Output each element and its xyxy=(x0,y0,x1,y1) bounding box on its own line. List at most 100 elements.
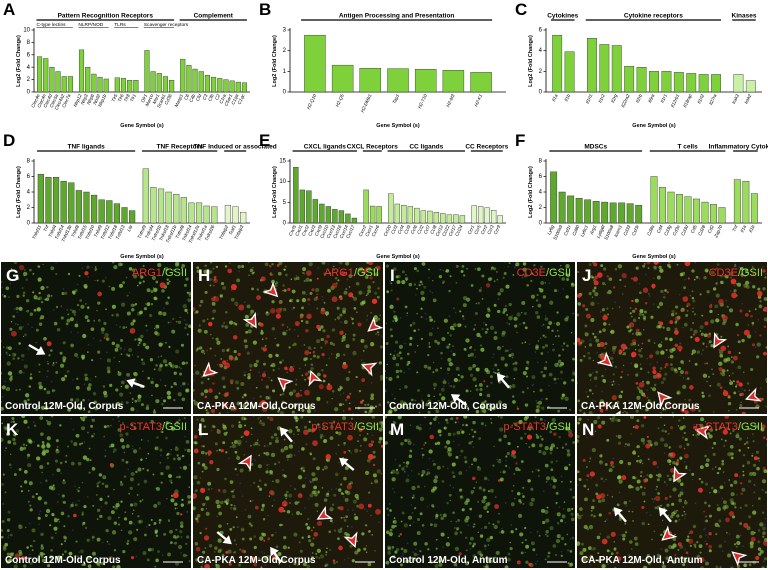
green-stain xyxy=(602,400,605,403)
green-stain xyxy=(730,566,734,568)
blue-stain xyxy=(117,500,120,503)
blue-stain xyxy=(236,388,239,391)
green-stain xyxy=(111,314,114,317)
blue-stain xyxy=(335,487,338,490)
blue-stain xyxy=(155,298,158,301)
green-stain xyxy=(305,357,309,361)
green-stain xyxy=(272,480,274,483)
green-stain xyxy=(142,280,145,283)
green-stain xyxy=(165,436,168,440)
green-stain xyxy=(750,368,754,372)
green-stain xyxy=(405,478,410,483)
blue-stain xyxy=(297,502,299,504)
green-stain xyxy=(611,465,615,469)
green-stain xyxy=(450,385,453,388)
blue-stain xyxy=(739,534,742,537)
green-stain xyxy=(298,367,301,370)
green-stain xyxy=(385,441,388,445)
red-stain xyxy=(497,479,501,482)
blue-stain xyxy=(104,276,107,279)
green-stain xyxy=(185,542,188,546)
green-stain xyxy=(464,536,468,540)
green-stain xyxy=(721,372,726,377)
green-stain xyxy=(168,520,170,523)
red-stain xyxy=(358,427,363,432)
bar xyxy=(37,173,44,224)
x-tick-label: Cd36 xyxy=(164,93,173,105)
blue-stain xyxy=(322,298,324,301)
green-stain xyxy=(492,464,495,467)
green-stain xyxy=(716,263,720,266)
green-stain xyxy=(394,317,399,321)
green-stain xyxy=(607,563,609,565)
green-stain xyxy=(439,434,442,437)
green-stain xyxy=(757,547,762,551)
green-stain xyxy=(438,559,442,563)
green-stain xyxy=(753,491,756,494)
green-stain xyxy=(156,486,160,491)
green-stain xyxy=(155,558,159,563)
green-stain xyxy=(147,548,152,552)
bar xyxy=(325,206,332,224)
green-stain xyxy=(55,361,58,364)
green-stain xyxy=(594,430,597,433)
green-stain xyxy=(107,495,110,498)
marker-label: p-STAT3 xyxy=(312,421,354,433)
green-stain xyxy=(762,266,764,268)
green-stain xyxy=(140,439,143,441)
green-stain xyxy=(703,501,707,505)
red-stain xyxy=(687,538,694,544)
green-stain xyxy=(647,339,651,343)
green-stain xyxy=(345,272,348,275)
green-stain xyxy=(268,464,270,466)
green-stain xyxy=(31,549,34,552)
x-tick-label: Il18rap xyxy=(682,93,693,108)
green-stain xyxy=(682,506,685,508)
green-stain xyxy=(600,264,604,268)
green-stain xyxy=(630,558,633,561)
bar xyxy=(304,34,326,93)
green-stain xyxy=(555,539,561,544)
green-stain xyxy=(188,291,191,295)
green-stain xyxy=(240,381,245,387)
green-stain xyxy=(247,375,251,380)
x-tick-label: Arg1 xyxy=(588,224,597,236)
green-stain xyxy=(38,296,43,301)
green-stain xyxy=(280,411,284,414)
green-stain xyxy=(585,307,589,311)
x-tick-label: Scarb1 xyxy=(156,93,167,109)
blue-stain xyxy=(76,321,78,323)
y-tick-label: 4 xyxy=(27,190,31,196)
bar xyxy=(369,205,376,224)
green-stain xyxy=(416,371,419,374)
blue-stain xyxy=(212,412,215,414)
green-stain xyxy=(186,333,189,336)
green-stain xyxy=(440,516,445,521)
green-stain xyxy=(413,329,416,332)
green-stain xyxy=(622,411,624,414)
green-stain xyxy=(493,371,495,373)
green-stain xyxy=(514,324,518,328)
green-stain xyxy=(251,433,253,435)
green-stain xyxy=(544,509,549,515)
green-stain xyxy=(185,554,188,557)
green-stain xyxy=(6,518,11,522)
blue-stain xyxy=(54,389,56,392)
green-stain xyxy=(521,311,523,314)
green-stain xyxy=(275,479,280,484)
green-stain xyxy=(91,467,96,471)
green-stain xyxy=(601,498,606,503)
green-stain xyxy=(564,466,569,471)
blue-stain xyxy=(467,524,469,527)
green-stain xyxy=(672,537,677,542)
green-stain xyxy=(256,288,259,291)
y-tick-label: 4 xyxy=(539,48,543,54)
green-stain xyxy=(311,490,316,495)
green-stain xyxy=(293,403,298,408)
blue-stain xyxy=(421,456,424,459)
green-stain xyxy=(730,456,734,460)
red-stain xyxy=(643,394,646,398)
green-stain xyxy=(393,407,398,412)
green-stain xyxy=(664,408,667,411)
red-stain xyxy=(703,510,705,513)
